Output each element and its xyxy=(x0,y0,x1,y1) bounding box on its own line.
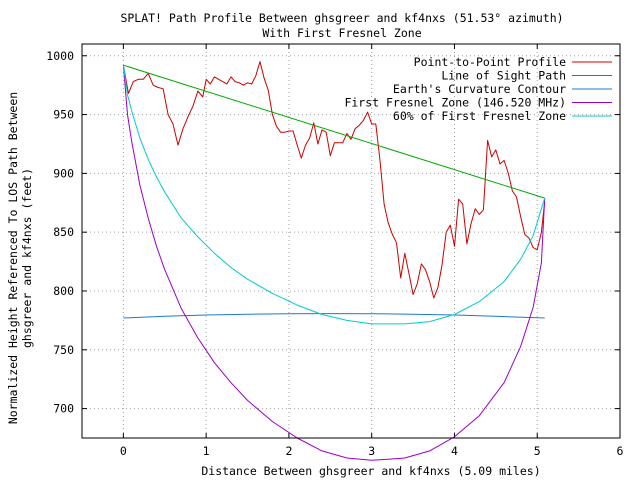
y-tick-label: 950 xyxy=(53,108,74,122)
series-line-point-to-point-profile xyxy=(122,61,546,299)
series-line-60-of-first-fresnel-zone xyxy=(122,65,546,325)
x-axis-label: Distance Between ghsgreer and kf4nxs (5.… xyxy=(201,464,540,478)
series-line-earth-s-curvature-contour xyxy=(123,313,545,319)
legend-label: Point-to-Point Profile xyxy=(414,55,566,69)
y-axis-label-line2: ghsgreer and kf4nxs (feet) xyxy=(20,168,34,348)
chart-subtitle: With First Fresnel Zone xyxy=(262,26,421,40)
y-tick-label: 800 xyxy=(53,284,74,298)
legend-label: Earth's Curvature Contour xyxy=(393,82,566,96)
y-tick-label: 750 xyxy=(53,343,74,357)
plot-frame xyxy=(81,43,621,439)
y-tick-label: 850 xyxy=(53,225,74,239)
y-tick-label: 1000 xyxy=(46,49,74,63)
legend-label: Line of Sight Path xyxy=(441,69,566,83)
legend-label: First Fresnel Zone (146.520 MHz) xyxy=(344,96,566,110)
series-line-first-fresnel-zone-146-520-mhz xyxy=(122,65,546,461)
axis-ticks: 0 1 2 3 4 5 6 700 750 800 850 900 950 1000 xyxy=(46,44,624,458)
y-axis-label-line1: Normalized Height Referenced To LOS Path… xyxy=(6,92,20,424)
x-tick-label: 6 xyxy=(617,444,624,458)
x-tick-label: 2 xyxy=(285,444,292,458)
y-tick-label: 700 xyxy=(53,402,74,416)
series-line-line-of-sight-path xyxy=(123,64,545,199)
chart-title: SPLAT! Path Profile Between ghsgreer and… xyxy=(120,11,563,25)
x-tick-label: 0 xyxy=(120,444,127,458)
x-tick-label: 4 xyxy=(451,444,458,458)
y-tick-label: 900 xyxy=(53,166,74,180)
x-tick-label: 3 xyxy=(368,444,375,458)
x-tick-label: 5 xyxy=(534,444,541,458)
legend-label: 60% of First Fresnel Zone xyxy=(393,109,566,123)
x-tick-label: 1 xyxy=(203,444,210,458)
